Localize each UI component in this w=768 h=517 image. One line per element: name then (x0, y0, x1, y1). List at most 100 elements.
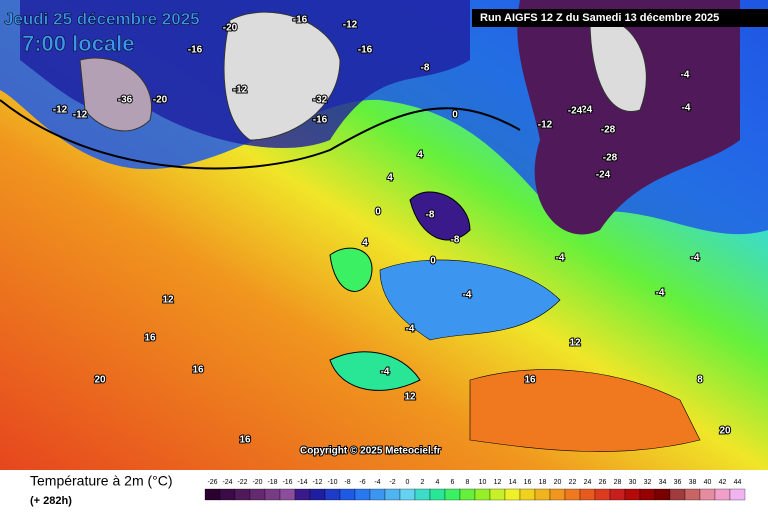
scale-swatch (549, 488, 566, 501)
scale-label: 28 (614, 479, 622, 486)
scale-swatch (204, 488, 221, 501)
scale-label: 12 (494, 479, 502, 486)
scale-label: 14 (509, 479, 517, 486)
copyright: Copyright © 2025 Meteociel.fr (300, 446, 441, 457)
scale-swatch (444, 488, 461, 501)
contour-label: -24 (568, 106, 583, 117)
scandinavia-cold (409, 191, 471, 241)
scale-label: -20 (252, 479, 262, 486)
map-time: 7:00 locale (22, 31, 135, 56)
scale-swatch (654, 488, 671, 501)
scale-swatch (324, 488, 341, 501)
scale-swatch (624, 488, 641, 501)
contour-label: 16 (192, 365, 204, 376)
contour-label: -16 (313, 115, 328, 126)
contour-label: 16 (144, 333, 156, 344)
scale-label: 32 (644, 479, 652, 486)
scale-label: 34 (659, 479, 667, 486)
contour-labels: -12 -12 -16 -20 -16 -12 -36 -20 -12 -8 -16 -24 -28 -2… (52, 14, 732, 447)
scale-swatch (459, 488, 476, 501)
scale-swatch (699, 488, 716, 501)
scale-label: -26 (207, 479, 217, 486)
contour-label: -4 (691, 253, 700, 264)
contour-label: -4 (682, 103, 691, 114)
scale-swatch (669, 488, 686, 501)
contour-label: 4 (417, 150, 423, 161)
scale-swatch (309, 488, 326, 501)
ice-land (79, 57, 152, 132)
scale-swatch (564, 488, 581, 501)
contour-label: 4 (362, 238, 368, 249)
scale-label: 10 (479, 479, 487, 486)
contour-label: -4 (656, 288, 665, 299)
scale-swatch (504, 488, 521, 501)
scale-label: 20 (554, 479, 562, 486)
scale-swatch (474, 488, 491, 501)
contour-label: -28 (601, 125, 616, 136)
contour-label: -12 (73, 110, 88, 121)
scale-swatch (729, 488, 746, 501)
scale-swatch (399, 488, 416, 501)
contour-label: 16 (239, 435, 251, 446)
scale-label: -16 (282, 479, 292, 486)
scale-swatch (684, 488, 701, 501)
scale-swatch (594, 488, 611, 501)
contour-label: -8 (426, 210, 435, 221)
scale-swatch (249, 488, 266, 501)
scale-label: 22 (569, 479, 577, 486)
scale-swatch (714, 488, 731, 501)
contour-label: 20 (719, 426, 731, 437)
scale-label: -2 (389, 479, 395, 486)
contour-label: -12 (343, 20, 358, 31)
scale-swatch (639, 488, 656, 501)
scale-swatch (219, 488, 236, 501)
run-info: Run AIGFS 12 Z du Samedi 13 décembre 202… (480, 12, 719, 24)
scale-label: 26 (599, 479, 607, 486)
scale-label: 36 (674, 479, 682, 486)
color-scale: -26 -24 -22 -20 -18 -16 -14 -12 -10 -8 -6 -4 -2 0 2 4 6 8… (204, 479, 746, 501)
contour-label: 20 (94, 375, 106, 386)
contour-label: -8 (421, 63, 430, 74)
scale-swatch (534, 488, 551, 501)
contour-label: -4 (681, 70, 690, 81)
contour-label: -12 (233, 85, 248, 96)
scale-label: 8 (466, 479, 470, 486)
scale-label: 0 (406, 479, 410, 486)
scale-swatch (579, 488, 596, 501)
contour-label: 0 (452, 110, 458, 121)
scale-label: 40 (704, 479, 712, 486)
scale-swatch (279, 488, 296, 501)
contour-label: -4 (406, 324, 415, 335)
scale-swatch (414, 488, 431, 501)
scale-label: 30 (629, 479, 637, 486)
scale-swatch (339, 488, 356, 501)
contour-label: -4 (381, 367, 390, 378)
contour-label: 12 (569, 338, 581, 349)
europe-land (379, 259, 561, 341)
contour-label: -32 (313, 95, 328, 106)
contour-label: 12 (404, 392, 416, 403)
contour-label: -16 (188, 45, 203, 56)
scale-swatch (609, 488, 626, 501)
contour-label: -16 (293, 15, 308, 26)
scale-label: 42 (719, 479, 727, 486)
legend-title: Température à 2m (°C) (30, 473, 173, 489)
scale-label: -4 (374, 479, 380, 486)
scale-label: 38 (689, 479, 697, 486)
scale-label: 24 (584, 479, 592, 486)
contour-label: -28 (603, 153, 618, 164)
contour-label: -20 (153, 95, 168, 106)
scale-label: -14 (297, 479, 307, 486)
scale-label: 18 (539, 479, 547, 486)
british-isles (329, 247, 373, 292)
contour-label: -4 (463, 290, 472, 301)
scale-swatch (369, 488, 386, 501)
scale-label: -12 (312, 479, 322, 486)
scale-label: -24 (222, 479, 232, 486)
scale-label: 16 (524, 479, 532, 486)
scale-label: -10 (327, 479, 337, 486)
scale-label: -22 (237, 479, 247, 486)
map-date: Jeudi 25 décembre 2025 (4, 9, 200, 28)
contour-label: -36 (118, 95, 133, 106)
